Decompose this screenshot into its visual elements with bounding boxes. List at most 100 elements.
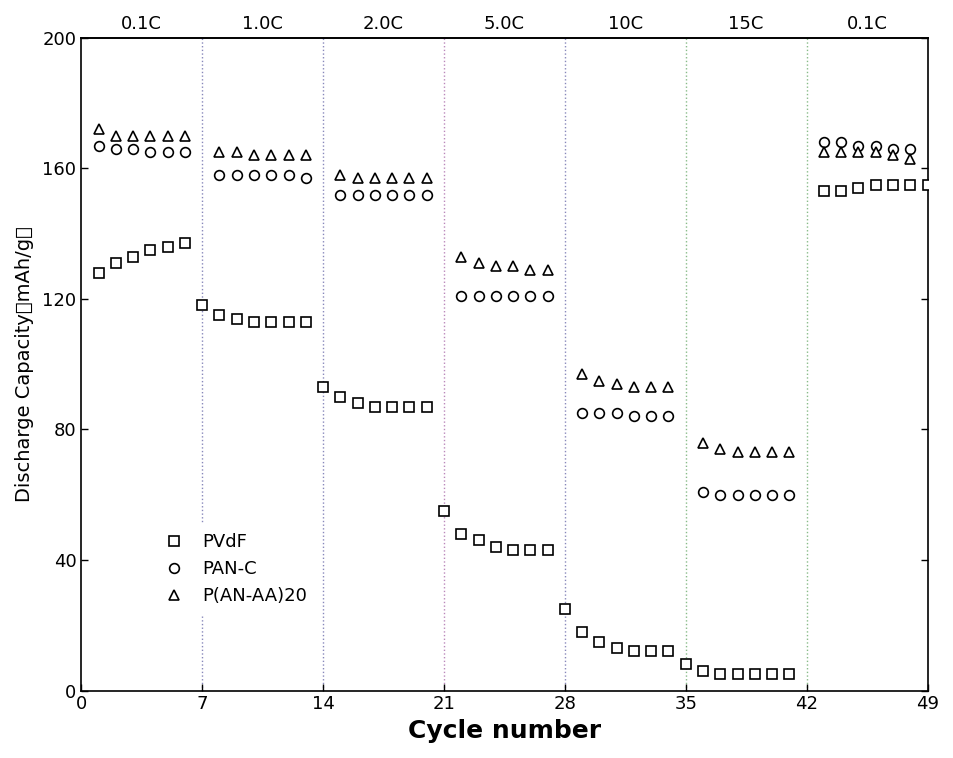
PVdF — [162, 243, 173, 252]
PVdF — [627, 647, 639, 656]
PVdF — [248, 318, 259, 327]
PAN-C — [92, 141, 104, 150]
P(AN-AA)20 — [869, 148, 881, 157]
PVdF — [782, 670, 794, 679]
PVdF — [213, 311, 225, 320]
PVdF — [110, 258, 121, 268]
PVdF — [610, 644, 621, 653]
PVdF — [903, 180, 915, 190]
P(AN-AA)20 — [541, 265, 553, 274]
PVdF — [593, 637, 604, 646]
P(AN-AA)20 — [282, 151, 294, 160]
PAN-C — [162, 148, 173, 157]
PAN-C — [403, 190, 415, 199]
P(AN-AA)20 — [265, 151, 276, 160]
PVdF — [335, 393, 346, 402]
PVdF — [455, 529, 466, 538]
PVdF — [317, 383, 329, 392]
PVdF — [576, 628, 587, 637]
PAN-C — [231, 171, 242, 180]
P(AN-AA)20 — [524, 265, 536, 274]
P(AN-AA)20 — [903, 154, 915, 163]
PVdF — [714, 670, 725, 679]
P(AN-AA)20 — [162, 131, 173, 140]
P(AN-AA)20 — [92, 125, 104, 134]
P(AN-AA)20 — [748, 448, 760, 457]
P(AN-AA)20 — [145, 131, 156, 140]
PVdF — [128, 252, 139, 261]
PVdF — [490, 543, 501, 552]
Y-axis label: Discharge Capacity（mAh/g）: Discharge Capacity（mAh/g） — [15, 227, 34, 502]
PVdF — [420, 402, 432, 411]
PAN-C — [835, 138, 846, 147]
PAN-C — [645, 412, 657, 421]
P(AN-AA)20 — [473, 258, 484, 268]
PAN-C — [593, 409, 604, 418]
PAN-C — [145, 148, 156, 157]
PAN-C — [714, 490, 725, 500]
PAN-C — [748, 490, 760, 500]
Line: PVdF: PVdF — [93, 180, 931, 679]
PVdF — [748, 670, 760, 679]
P(AN-AA)20 — [697, 438, 708, 447]
PAN-C — [300, 174, 312, 183]
P(AN-AA)20 — [300, 151, 312, 160]
PAN-C — [265, 171, 276, 180]
PVdF — [765, 670, 777, 679]
P(AN-AA)20 — [352, 174, 363, 183]
PAN-C — [697, 487, 708, 496]
PAN-C — [782, 490, 794, 500]
PVdF — [265, 318, 276, 327]
PVdF — [369, 402, 380, 411]
Line: PAN-C: PAN-C — [93, 137, 914, 500]
PVdF — [352, 399, 363, 408]
PAN-C — [213, 171, 225, 180]
PVdF — [818, 186, 829, 196]
PAN-C — [886, 144, 898, 153]
PVdF — [300, 318, 312, 327]
PVdF — [835, 186, 846, 196]
P(AN-AA)20 — [248, 151, 259, 160]
P(AN-AA)20 — [231, 148, 242, 157]
PAN-C — [731, 490, 742, 500]
PVdF — [473, 536, 484, 545]
PVdF — [92, 268, 104, 277]
PAN-C — [903, 144, 915, 153]
P(AN-AA)20 — [593, 376, 604, 385]
P(AN-AA)20 — [213, 148, 225, 157]
PAN-C — [818, 138, 829, 147]
PVdF — [921, 180, 932, 190]
P(AN-AA)20 — [179, 131, 191, 140]
PVdF — [558, 604, 570, 613]
PVdF — [886, 180, 898, 190]
PAN-C — [610, 409, 621, 418]
PAN-C — [869, 141, 881, 150]
PAN-C — [765, 490, 777, 500]
P(AN-AA)20 — [818, 148, 829, 157]
PVdF — [541, 546, 553, 555]
PAN-C — [386, 190, 397, 199]
PAN-C — [179, 148, 191, 157]
PAN-C — [490, 291, 501, 300]
P(AN-AA)20 — [782, 448, 794, 457]
P(AN-AA)20 — [627, 383, 639, 392]
PVdF — [403, 402, 415, 411]
PAN-C — [110, 144, 121, 153]
P(AN-AA)20 — [645, 383, 657, 392]
PVdF — [179, 239, 191, 248]
Line: P(AN-AA)20: P(AN-AA)20 — [93, 124, 914, 457]
PAN-C — [627, 412, 639, 421]
PAN-C — [662, 412, 674, 421]
P(AN-AA)20 — [403, 174, 415, 183]
P(AN-AA)20 — [386, 174, 397, 183]
P(AN-AA)20 — [714, 444, 725, 453]
PVdF — [524, 546, 536, 555]
PVdF — [196, 301, 208, 310]
P(AN-AA)20 — [335, 171, 346, 180]
P(AN-AA)20 — [110, 131, 121, 140]
PAN-C — [576, 409, 587, 418]
PVdF — [852, 183, 863, 193]
P(AN-AA)20 — [507, 262, 518, 271]
P(AN-AA)20 — [852, 148, 863, 157]
P(AN-AA)20 — [576, 369, 587, 378]
